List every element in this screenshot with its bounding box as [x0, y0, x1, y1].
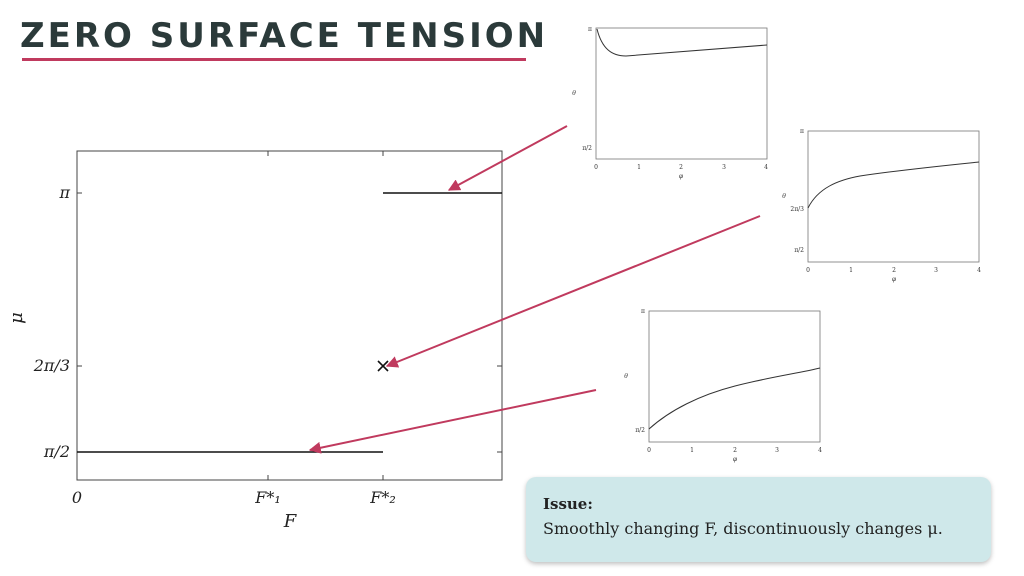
- arrow-inset3-to-pi-2: [308, 389, 597, 454]
- xtick-0: 0: [72, 488, 82, 507]
- inset2-ylabel: θ: [782, 193, 786, 200]
- main-xlabel: F: [283, 511, 298, 532]
- main-plot-frame: [76, 150, 503, 481]
- inset1-xtick-2: 2: [679, 164, 683, 171]
- inset-plot-3: π π/2 θ 0 1 2 3 4 φ: [624, 308, 822, 463]
- arrow-inset2-to-2pi-3: [385, 215, 761, 368]
- ytick-2pi-3: 2π/3: [33, 356, 70, 375]
- inset2-ytick-pi: π: [800, 128, 804, 135]
- inset2-ytick-2pi-3: 2π/3: [790, 206, 804, 213]
- inset2-ytick-pi-2: π/2: [794, 247, 804, 254]
- issue-callout: Issue: Smoothly changing F, discontinuou…: [526, 477, 991, 562]
- inset1-xtick-1: 1: [637, 164, 641, 171]
- slide-title: ZERO SURFACE TENSION: [20, 16, 549, 56]
- inset-plot-2: π 2π/3 π/2 θ 0 1 2 3 4 φ: [782, 128, 981, 283]
- inset2-xtick-0: 0: [806, 267, 810, 274]
- main-ylabel: μ: [6, 312, 27, 324]
- inset1-xtick-4: 4: [764, 164, 768, 171]
- inset3-xtick-4: 4: [818, 447, 822, 454]
- inset2-xtick-3: 3: [934, 267, 938, 274]
- xtick-f1: F*₁: [254, 488, 281, 507]
- inset1-ylabel: θ: [572, 90, 576, 97]
- inset2-xlabel: φ: [892, 276, 897, 283]
- inset1-xlabel: φ: [679, 173, 684, 180]
- inset2-xtick-4: 4: [977, 267, 981, 274]
- inset3-xtick-3: 3: [775, 447, 779, 454]
- main-plot: π 2π/3 π/2 0 F*₁ F*₂ F μ: [6, 150, 503, 532]
- issue-text: Smoothly changing F, discontinuously cha…: [543, 519, 943, 538]
- inset3-ytick-pi-2: π/2: [635, 427, 645, 434]
- ytick-pi-2: π/2: [43, 442, 70, 461]
- inset2-xtick-1: 1: [849, 267, 853, 274]
- inset3-xtick-2: 2: [733, 447, 737, 454]
- inset1-ytick-pi: π: [588, 26, 592, 33]
- inset1-xtick-3: 3: [722, 164, 726, 171]
- inset-plot-1: π π/2 θ 0 1 2 3 4 φ: [572, 26, 768, 180]
- inset1-ytick-pi-2: π/2: [582, 145, 592, 152]
- marker-x-2pi-3: [377, 360, 389, 372]
- inset3-ytick-pi: π: [641, 308, 645, 315]
- inset3-xtick-1: 1: [690, 447, 694, 454]
- inset1-xtick-0: 0: [594, 164, 598, 171]
- arrow-inset1-to-pi: [447, 125, 568, 191]
- issue-heading: Issue:: [543, 495, 593, 513]
- inset3-xlabel: φ: [733, 456, 738, 463]
- xtick-f2: F*₂: [369, 488, 396, 507]
- ytick-pi: π: [58, 183, 70, 202]
- inset2-xtick-2: 2: [892, 267, 896, 274]
- inset3-ylabel: θ: [624, 373, 628, 380]
- inset3-xtick-0: 0: [647, 447, 651, 454]
- title-underline: [22, 58, 526, 61]
